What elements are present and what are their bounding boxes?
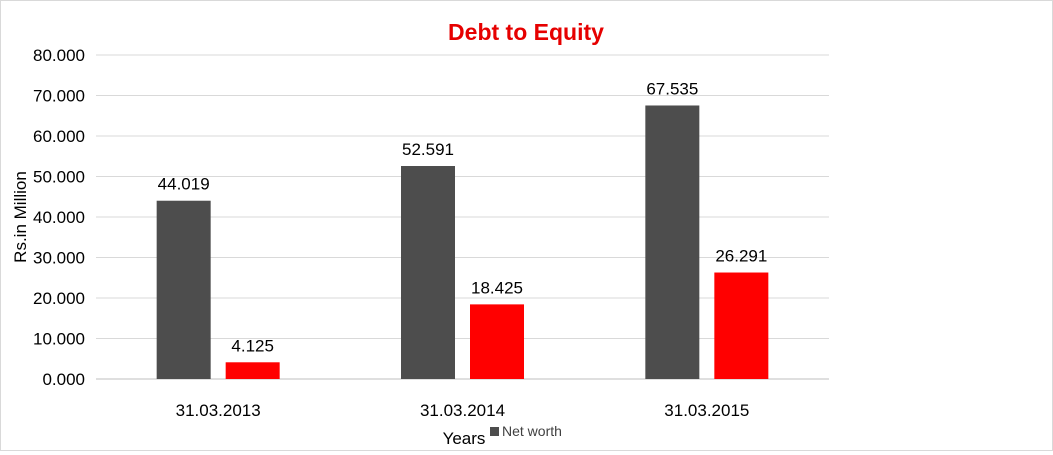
x-tick-label: 31.03.2014 [420, 401, 505, 420]
legend-label-net-worth: Net worth [502, 423, 562, 439]
bar-net-worth [225, 362, 280, 379]
data-label: 67.535 [646, 79, 698, 98]
y-tick-label: 80.000 [33, 46, 85, 65]
y-axis-label: Rs.in Million [11, 171, 30, 263]
y-tick-label: 20.000 [33, 289, 85, 308]
gridlines [96, 54, 829, 380]
y-axis-ticks: 0.000 10.000 20.000 30.000 40.000 50.000 60.00… [33, 46, 85, 389]
bar-net-worth [470, 304, 524, 379]
data-label: 18.425 [471, 278, 523, 297]
bars: 44.019 4.125 52.591 18.425 67.535 26.291 [156, 79, 769, 380]
bar-net-worth [714, 272, 769, 379]
data-label: 44.019 [158, 175, 210, 194]
y-tick-label: 70.000 [33, 87, 85, 106]
data-label: 26.291 [715, 247, 767, 266]
x-axis-ticks: 31.03.2013 31.03.2014 31.03.2015 [176, 401, 750, 420]
y-tick-label: 40.000 [33, 208, 85, 227]
x-tick-label: 31.03.2015 [664, 401, 749, 420]
legend-swatch-net-worth [490, 427, 499, 436]
y-tick-label: 60.000 [33, 127, 85, 146]
y-tick-label: 10.000 [33, 330, 85, 349]
data-label: 52.591 [402, 140, 454, 159]
y-tick-label: 0.000 [42, 370, 85, 389]
x-axis-label: Years [443, 429, 486, 448]
x-tick-label: 31.03.2013 [176, 401, 261, 420]
y-tick-label: 30.000 [33, 249, 85, 268]
bar-series-1 [401, 166, 455, 379]
data-label: 4.125 [231, 336, 274, 355]
chart-title: Debt to Equity [448, 19, 604, 45]
bar-series-1 [645, 105, 700, 380]
y-tick-label: 50.000 [33, 168, 85, 187]
bar-series-1 [156, 200, 211, 379]
